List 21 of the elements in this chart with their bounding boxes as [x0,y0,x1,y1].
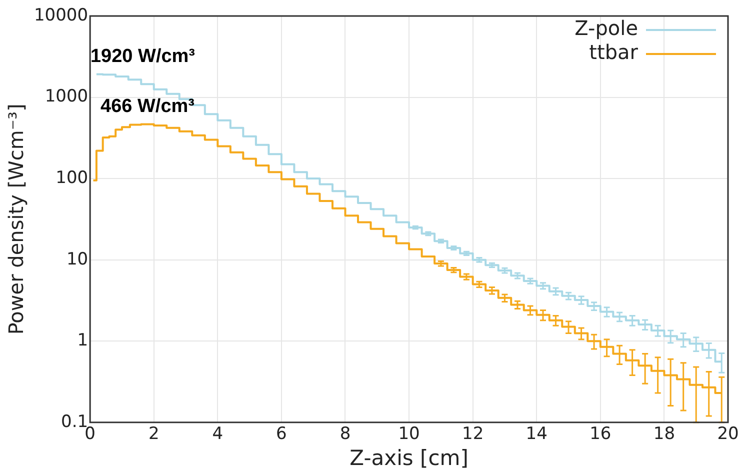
x-axis-title: Z-axis [cm] [350,446,468,470]
y-tick-label: 10 [66,249,88,270]
x-tick-label: 16 [590,424,612,444]
y-tick-label: 1000 [44,86,88,107]
y-tick-label: 1 [77,330,88,351]
y-axis-title: Power density [Wcm⁻³] [4,104,28,335]
x-tick-label: 8 [340,424,351,444]
legend-label: Z-pole [574,16,638,40]
x-tick-label: 4 [212,424,224,444]
legend-label: ttbar [589,40,639,64]
x-tick-label: 20 [717,424,739,444]
y-tick-label: 10000 [34,5,88,26]
x-tick-label: 10 [398,424,420,444]
x-tick-label: 6 [276,424,287,444]
x-tick-label: 18 [653,424,676,444]
annotation: 466 W/cm³ [100,96,194,117]
annotation: 1920 W/cm³ [90,46,196,67]
x-tick-label: 14 [526,424,548,444]
x-tick-label: 2 [148,424,160,444]
y-tick-label: 100 [56,168,88,188]
x-tick-label: 12 [462,424,484,444]
